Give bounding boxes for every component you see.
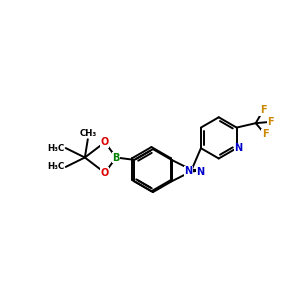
Text: N: N bbox=[196, 167, 205, 177]
Text: H₃C: H₃C bbox=[47, 162, 64, 171]
Text: O: O bbox=[101, 168, 109, 178]
Text: H₃C: H₃C bbox=[47, 144, 64, 153]
Text: B: B bbox=[112, 152, 120, 163]
Text: N: N bbox=[184, 166, 193, 176]
Text: N: N bbox=[234, 143, 242, 153]
Text: F: F bbox=[267, 117, 274, 127]
Text: O: O bbox=[101, 137, 109, 147]
Text: F: F bbox=[262, 129, 268, 140]
Text: F: F bbox=[260, 105, 266, 116]
Text: CH₃: CH₃ bbox=[79, 129, 96, 138]
